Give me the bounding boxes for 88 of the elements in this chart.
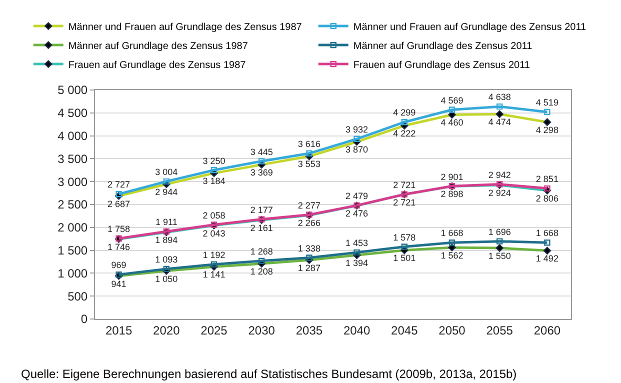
data-label: 2 687: [108, 198, 130, 209]
data-label: 1 696: [488, 226, 511, 237]
y-tick-label: 4 500: [58, 106, 88, 120]
x-tick-label: 2025: [200, 323, 228, 338]
data-label: 2 721: [393, 197, 416, 208]
data-label: 2 043: [202, 228, 226, 238]
data-label: 1 492: [536, 254, 558, 264]
data-label: 4 474: [488, 116, 511, 127]
data-label: 1 668: [536, 228, 558, 238]
data-label: 1 338: [298, 243, 320, 254]
y-tick-label: 500: [68, 289, 88, 304]
data-label: 1 550: [488, 250, 511, 261]
data-label: 2 942: [488, 170, 511, 180]
x-tick-label: 2050: [438, 323, 466, 338]
data-label: 1 746: [108, 242, 130, 252]
data-label: 4 569: [440, 95, 464, 106]
y-tick-label: 1 500: [58, 244, 88, 258]
x-tick-label: 2060: [534, 323, 561, 338]
x-tick-label: 2045: [391, 323, 418, 338]
data-label: 1 758: [108, 224, 130, 234]
x-tick-label: 2020: [153, 323, 180, 338]
data-label: 2 266: [298, 218, 320, 228]
data-label: 3 616: [298, 139, 320, 150]
data-label: 1 501: [393, 253, 416, 264]
legend-label: Männer und Frauen auf Grundlage des Zensus 2011: [353, 22, 587, 33]
legend-label: Männer und Frauen auf Grundlage des Zensus 1987: [68, 22, 302, 33]
data-label: 1 208: [250, 266, 273, 277]
data-label: 4 460: [440, 118, 464, 128]
legend-label: Frauen auf Grundlage des Zensus 2011: [353, 60, 530, 71]
data-label: 2 727: [108, 180, 130, 190]
y-tick-label: 3 000: [58, 174, 88, 189]
data-label: 3 932: [346, 124, 368, 135]
data-label: 2 721: [393, 180, 416, 190]
data-label: 941: [111, 278, 126, 289]
x-tick-label: 2030: [248, 323, 276, 338]
data-label: 1 141: [202, 270, 226, 280]
data-label: 1 453: [346, 238, 368, 248]
data-label: 1 050: [155, 274, 178, 284]
data-label: 1 668: [440, 228, 464, 238]
data-label: 3 250: [202, 156, 226, 166]
data-label: 2 479: [346, 191, 368, 202]
x-tick-label: 2040: [343, 323, 370, 338]
data-label: 1 911: [155, 217, 178, 228]
data-label: 4 638: [488, 92, 511, 102]
data-label: 1 268: [250, 246, 273, 257]
y-tick-label: 5 000: [58, 83, 88, 98]
data-label: 1 192: [202, 250, 226, 260]
y-tick-label: 2 000: [58, 220, 88, 235]
data-label: 3 553: [298, 159, 320, 170]
y-tick-label: 3 500: [58, 152, 88, 166]
data-label: 3 004: [155, 167, 178, 178]
x-tick-label: 2015: [105, 323, 132, 338]
data-label: 4 298: [536, 125, 558, 136]
data-label: 4 222: [393, 128, 416, 139]
data-label: 4 519: [536, 98, 558, 108]
data-label: 1 562: [440, 250, 464, 260]
data-label: 2 476: [346, 208, 368, 218]
y-tick-label: 2 500: [58, 198, 88, 212]
x-tick-label: 2035: [296, 323, 323, 338]
data-label: 969: [111, 260, 126, 270]
legend-label: Männer auf Grundlage des Zensus 1987: [68, 40, 248, 52]
data-label: 2 944: [155, 187, 178, 198]
data-label: 2 177: [250, 204, 273, 215]
data-label: 2 851: [536, 174, 558, 184]
legend-label: Männer auf Grundlage des Zensus 2011: [353, 40, 533, 52]
data-label: 3 369: [250, 168, 273, 178]
data-label: 2 058: [202, 210, 226, 220]
data-label: 2 806: [536, 193, 558, 204]
data-label: 1 394: [346, 258, 368, 268]
data-label: 2 924: [488, 188, 511, 198]
data-label: 3 184: [202, 176, 226, 186]
data-label: 2 277: [298, 200, 320, 210]
legend-label: Frauen auf Grundlage des Zensus 1987: [68, 60, 246, 71]
data-label: 1 287: [298, 262, 320, 273]
data-label: 2 161: [250, 222, 273, 233]
data-label: 4 299: [393, 108, 416, 118]
y-tick-label: 4 000: [58, 129, 88, 143]
y-tick-label: 1 000: [58, 266, 88, 280]
source-note: Quelle: Eigene Berechnungen basierend auf Statistisches Bundesamt (2009b, 2013a, 2015b): [21, 367, 517, 381]
data-label: 2 901: [440, 172, 464, 182]
data-label: 1 578: [393, 232, 416, 242]
data-label: 1 894: [155, 235, 178, 246]
data-label: 3 870: [346, 144, 368, 155]
data-label: 1 093: [155, 254, 178, 265]
data-label: 2 898: [440, 189, 464, 200]
data-label: 3 445: [250, 146, 273, 157]
x-tick-label: 2055: [486, 323, 514, 338]
y-tick-label: 0: [80, 312, 88, 326]
